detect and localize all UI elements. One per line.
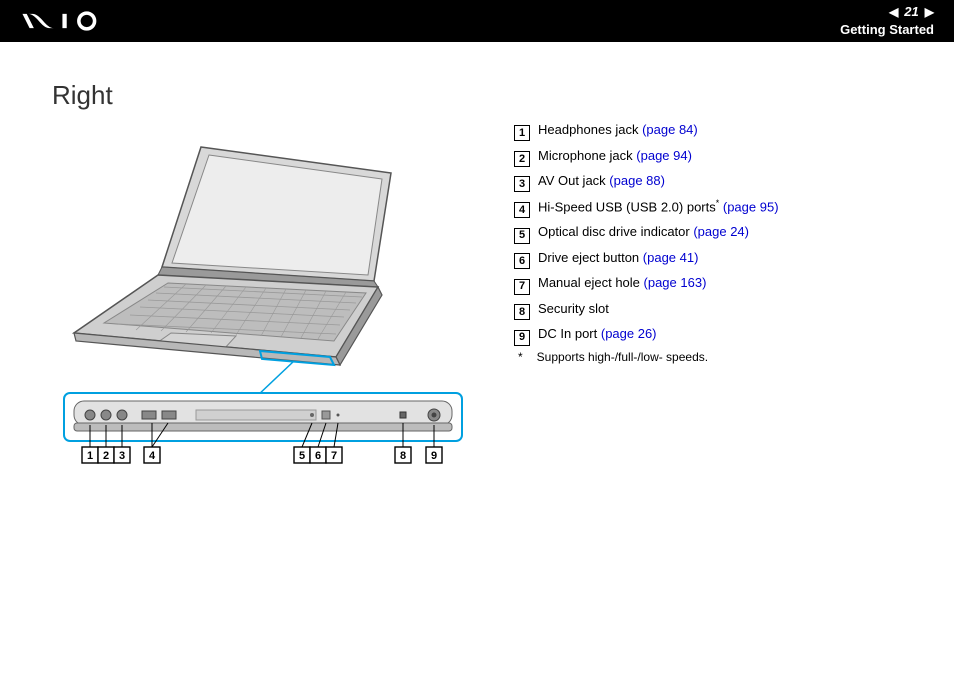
svg-text:1: 1	[87, 450, 93, 462]
callout-item: 8 Security slot	[514, 299, 914, 319]
svg-text:3: 3	[119, 450, 125, 462]
callout-item: 4 Hi-Speed USB (USB 2.0) ports* (page 95)	[514, 197, 914, 217]
page-nav: ◀ 21 ▶	[840, 4, 934, 20]
breadcrumb: Getting Started	[840, 22, 934, 38]
callout-label: AV Out jack	[538, 173, 609, 188]
callout-number-box: 7	[514, 279, 530, 295]
callout-text: Security slot	[538, 299, 609, 319]
callout-label: Optical disc drive indicator	[538, 224, 693, 239]
callout-label: Security slot	[538, 301, 609, 316]
callout-number-box: 4	[514, 202, 530, 218]
callout-item: 7 Manual eject hole (page 163)	[514, 273, 914, 293]
prev-page-arrow[interactable]: ◀	[889, 5, 898, 19]
svg-text:9: 9	[431, 450, 437, 462]
header-right: ◀ 21 ▶ Getting Started	[840, 4, 934, 37]
callout-text: Microphone jack (page 94)	[538, 146, 692, 166]
svg-text:5: 5	[299, 450, 305, 462]
page-reference-link[interactable]: (page 95)	[723, 199, 779, 214]
callout-number-box: 2	[514, 151, 530, 167]
page-reference-link[interactable]: (page 163)	[644, 275, 707, 290]
page-reference-link[interactable]: (page 26)	[601, 326, 657, 341]
svg-text:2: 2	[103, 450, 109, 462]
callout-number-box: 6	[514, 253, 530, 269]
next-page-arrow[interactable]: ▶	[925, 5, 934, 19]
callout-list: 1 Headphones jack (page 84) 2 Microphone ja…	[514, 120, 914, 344]
page-reference-link[interactable]: (page 24)	[693, 224, 749, 239]
page-reference-link[interactable]: (page 84)	[642, 122, 698, 137]
svg-text:6: 6	[315, 450, 321, 462]
callout-number-box: 9	[514, 330, 530, 346]
callout-number-box: 5	[514, 228, 530, 244]
svg-text:7: 7	[331, 450, 337, 462]
callout-text: Manual eject hole (page 163)	[538, 273, 706, 293]
page-reference-link[interactable]: (page 94)	[636, 148, 692, 163]
callout-label: Microphone jack	[538, 148, 636, 163]
callout-number-box: 1	[514, 125, 530, 141]
callout-superscript: *	[716, 198, 720, 208]
callout-label: Drive eject button	[538, 250, 643, 265]
callout-item: 2 Microphone jack (page 94)	[514, 146, 914, 166]
callout-text: AV Out jack (page 88)	[538, 171, 665, 191]
callout-item: 1 Headphones jack (page 84)	[514, 120, 914, 140]
footnote: * Supports high-/full-/low- speeds.	[518, 350, 914, 364]
callout-label: Manual eject hole	[538, 275, 644, 290]
laptop-diagram: 1 2 3 4 5 6 7 8 9	[56, 135, 486, 470]
callout-number-box: 3	[514, 176, 530, 192]
header-bar: ◀ 21 ▶ Getting Started	[0, 0, 954, 42]
vaio-logo	[16, 11, 126, 31]
callout-label: DC In port	[538, 326, 601, 341]
svg-text:8: 8	[400, 450, 406, 462]
callout-text: DC In port (page 26)	[538, 324, 657, 344]
callout-item: 9 DC In port (page 26)	[514, 324, 914, 344]
callout-text: Drive eject button (page 41)	[538, 248, 698, 268]
page-number: 21	[904, 4, 918, 20]
content-area: Right	[0, 42, 954, 470]
callout-label: Headphones jack	[538, 122, 642, 137]
page-reference-link[interactable]: (page 41)	[643, 250, 699, 265]
callout-number-box: 8	[514, 304, 530, 320]
section-title: Right	[52, 80, 486, 111]
right-column: 1 Headphones jack (page 84) 2 Microphone ja…	[514, 80, 914, 470]
callout-text: Headphones jack (page 84)	[538, 120, 698, 140]
callout-text: Optical disc drive indicator (page 24)	[538, 222, 749, 242]
callout-item: 3 AV Out jack (page 88)	[514, 171, 914, 191]
callout-label: Hi-Speed USB (USB 2.0) ports	[538, 199, 716, 214]
callout-text: Hi-Speed USB (USB 2.0) ports* (page 95)	[538, 197, 779, 217]
footnote-mark: *	[518, 350, 523, 364]
callout-item: 5 Optical disc drive indicator (page 24)	[514, 222, 914, 242]
svg-text:4: 4	[149, 450, 156, 462]
left-column: Right	[56, 80, 486, 470]
page-reference-link[interactable]: (page 88)	[609, 173, 665, 188]
callout-item: 6 Drive eject button (page 41)	[514, 248, 914, 268]
footnote-text: Supports high-/full-/low- speeds.	[537, 350, 708, 364]
